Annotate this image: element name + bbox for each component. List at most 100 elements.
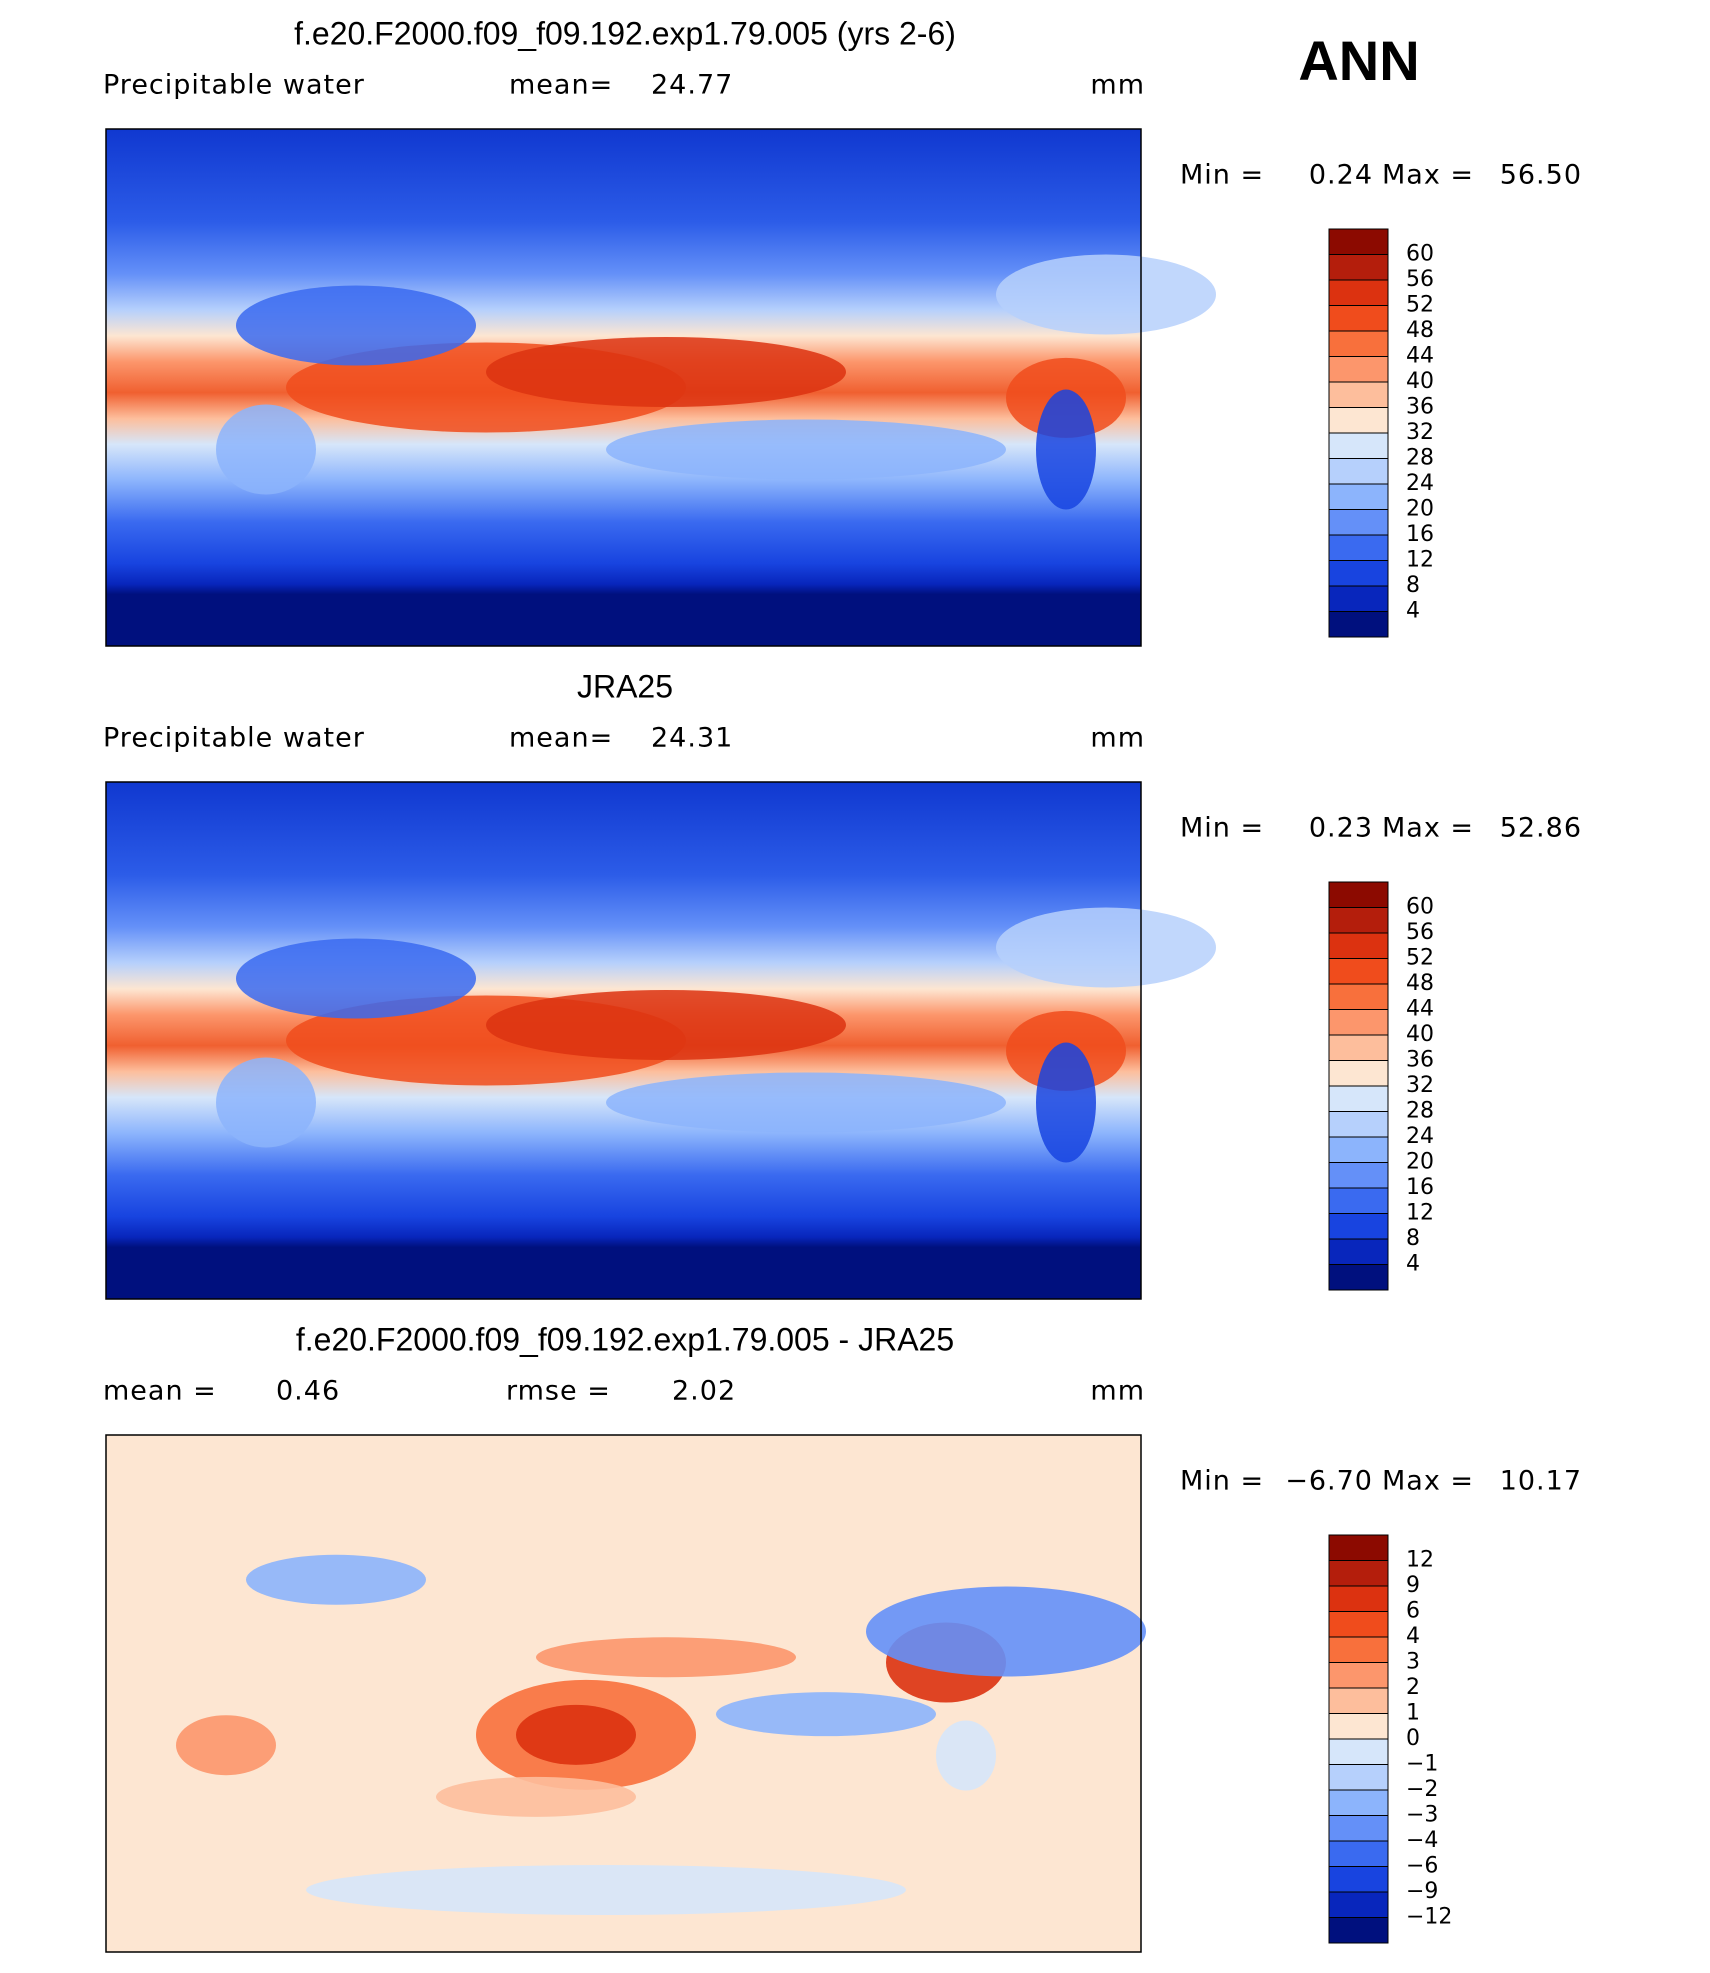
colorbar-label: 16 xyxy=(1406,1175,1434,1200)
field-blob xyxy=(216,404,316,495)
stat-value: 24.77 xyxy=(651,70,733,101)
colorbar-label: −2 xyxy=(1406,1777,1438,1802)
colorbar-label: −9 xyxy=(1406,1879,1438,1904)
colorbar-label: 8 xyxy=(1406,1226,1420,1251)
colorbar-label: 8 xyxy=(1406,573,1420,598)
field-blob xyxy=(936,1720,996,1791)
colorbar-box xyxy=(1328,1187,1389,1214)
field-blob xyxy=(1036,389,1096,510)
panel-title: JRA25 xyxy=(577,668,673,704)
variable-label: Precipitable water xyxy=(103,723,365,754)
colorbar-label: 56 xyxy=(1406,920,1434,945)
colorbar-label: 36 xyxy=(1406,1048,1434,1073)
colorbar-box xyxy=(1328,881,1389,908)
colorbar-label: 12 xyxy=(1406,1201,1434,1226)
stat-value: 0.46 xyxy=(276,1376,340,1407)
map-frame xyxy=(105,128,1142,647)
colorbar-box xyxy=(1328,1162,1389,1189)
field-blob xyxy=(306,1864,906,1915)
min-value: −6.70 xyxy=(1285,1466,1373,1497)
colorbar-label: 0 xyxy=(1406,1726,1420,1751)
field-blob xyxy=(216,1057,316,1148)
colorbar-box xyxy=(1328,1687,1389,1714)
field-blob xyxy=(486,989,846,1060)
stat-label: mean= xyxy=(509,70,613,101)
map xyxy=(106,1435,1146,1952)
field-blob xyxy=(866,1586,1146,1677)
min-label: Min = xyxy=(1180,160,1264,191)
colorbar-box xyxy=(1328,1111,1389,1138)
colorbar-box xyxy=(1328,1840,1389,1867)
max-value: 10.17 xyxy=(1500,1466,1582,1497)
colorbar-box xyxy=(1328,279,1389,306)
colorbar-box xyxy=(1328,1136,1389,1163)
colorbar-label: 4 xyxy=(1406,599,1420,624)
colorbar-box xyxy=(1328,1738,1389,1765)
panel-title: f.e20.F2000.f09_f09.192.exp1.79.005 - JR… xyxy=(296,1321,954,1357)
field-blob xyxy=(436,1776,636,1817)
colorbar-label: 4 xyxy=(1406,1624,1420,1649)
colorbar-label: 40 xyxy=(1406,369,1434,394)
colorbar-box xyxy=(1328,1636,1389,1663)
stat-label: mean = xyxy=(103,1376,217,1407)
min-value: 0.24 xyxy=(1309,160,1373,191)
colorbar-box xyxy=(1328,458,1389,485)
colorbar-box xyxy=(1328,1815,1389,1842)
max-value: 52.86 xyxy=(1500,813,1582,844)
panel-title: f.e20.F2000.f09_f09.192.exp1.79.005 (yrs… xyxy=(294,15,956,51)
colorbar-box xyxy=(1328,1662,1389,1689)
colorbar-label: 24 xyxy=(1406,1124,1434,1149)
field-blob xyxy=(606,1072,1006,1133)
max-label: Max = xyxy=(1382,160,1474,191)
colorbar-box xyxy=(1328,611,1389,638)
colorbar-box xyxy=(1328,1060,1389,1087)
map-frame xyxy=(105,781,1142,1300)
colorbar-label: 48 xyxy=(1406,971,1434,996)
colorbar-box xyxy=(1328,1891,1389,1918)
map xyxy=(106,129,1216,646)
colorbar-box xyxy=(1328,1917,1389,1944)
field-blob xyxy=(236,285,476,366)
map xyxy=(106,782,1216,1299)
units-label: mm xyxy=(1090,1376,1145,1407)
colorbar-label: 52 xyxy=(1406,293,1434,318)
colorbar-label: 44 xyxy=(1406,997,1434,1022)
colorbar-label: 2 xyxy=(1406,1675,1420,1700)
colorbar-box xyxy=(1328,228,1389,255)
colorbar-box xyxy=(1328,1034,1389,1061)
colorbar-box xyxy=(1328,1789,1389,1816)
stat-value: 24.31 xyxy=(651,723,733,754)
colorbar-box xyxy=(1328,1764,1389,1791)
colorbar-box xyxy=(1328,254,1389,281)
colorbar-label: 48 xyxy=(1406,318,1434,343)
stat-label: rmse = xyxy=(506,1376,611,1407)
colorbar-box xyxy=(1328,305,1389,332)
colorbar-box xyxy=(1328,432,1389,459)
colorbar-box xyxy=(1328,534,1389,561)
colorbar-box xyxy=(1328,381,1389,408)
colorbar-label: −4 xyxy=(1406,1828,1438,1853)
units-label: mm xyxy=(1090,70,1145,101)
max-label: Max = xyxy=(1382,1466,1474,1497)
field-blob xyxy=(606,419,1006,480)
colorbar-label: 12 xyxy=(1406,548,1434,573)
colorbar-label: 3 xyxy=(1406,1650,1420,1675)
colorbar-label: −12 xyxy=(1406,1905,1452,1930)
colorbar-label: 16 xyxy=(1406,522,1434,547)
field-blob xyxy=(536,1637,796,1678)
colorbar-box xyxy=(1328,560,1389,587)
units-label: mm xyxy=(1090,723,1145,754)
colorbar-box xyxy=(1328,483,1389,510)
field-blob xyxy=(716,1692,936,1737)
season-label: ANN xyxy=(1298,29,1419,92)
field-blob xyxy=(1036,1042,1096,1163)
field-blob xyxy=(236,938,476,1019)
colorbar-box xyxy=(1328,907,1389,934)
colorbar-label: 28 xyxy=(1406,1099,1434,1124)
colorbar-label: −6 xyxy=(1406,1854,1438,1879)
variable-label: Precipitable water xyxy=(103,70,365,101)
field-blob xyxy=(996,254,1216,335)
colorbar-label: 9 xyxy=(1406,1573,1420,1598)
colorbar-box xyxy=(1328,356,1389,383)
map-frame xyxy=(105,1434,1142,1953)
